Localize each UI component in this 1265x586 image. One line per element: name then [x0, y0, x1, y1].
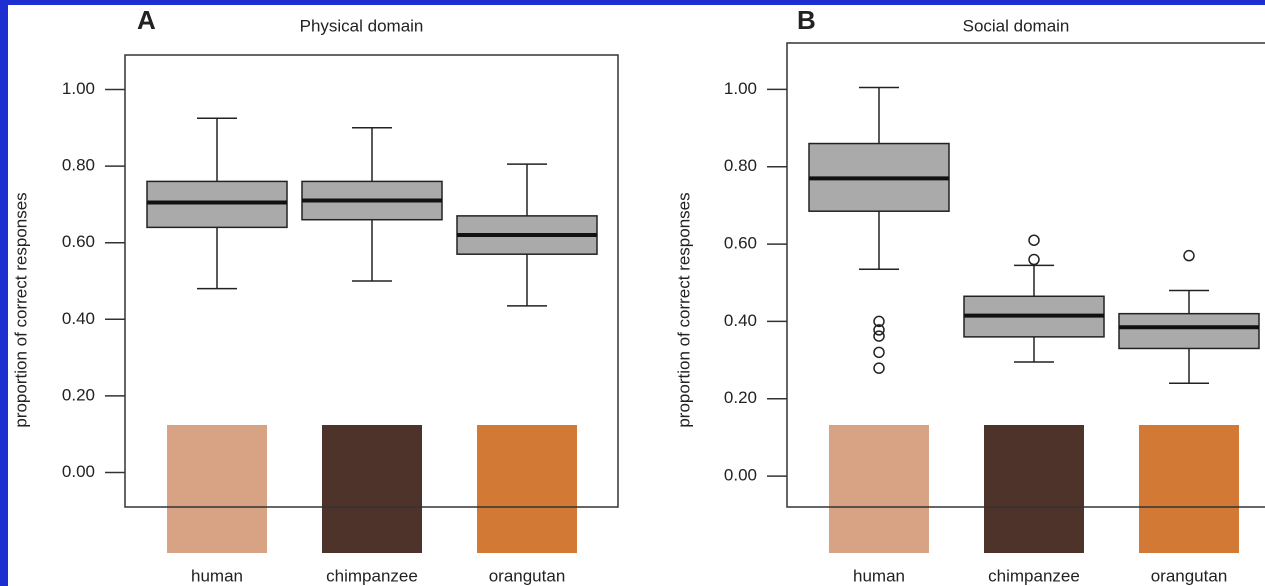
y-tick-label: 0.40: [724, 311, 757, 330]
outlier: [873, 346, 885, 359]
y-axis-label: proportion of correct responses: [11, 192, 30, 427]
outlier: [1183, 249, 1195, 262]
y-tick-label: 0.80: [62, 156, 95, 175]
panel-label: A: [137, 5, 156, 35]
x-tick-label: orangutan: [489, 566, 566, 585]
y-tick-label: 1.00: [62, 79, 95, 98]
plot-frame: [786, 42, 1265, 508]
outlier: [1028, 234, 1040, 246]
x-tick-label: human: [191, 566, 243, 585]
photo: [984, 425, 1084, 553]
y-axis-label: proportion of correct responses: [674, 192, 693, 427]
x-tick-label: human: [853, 566, 905, 585]
chart-title: Physical domain: [300, 16, 424, 35]
outlier: [873, 315, 885, 328]
plot-frame: [124, 54, 619, 508]
y-tick-label: 1.00: [724, 79, 757, 98]
y-tick-label: 0.00: [724, 466, 757, 485]
outlier: [873, 324, 885, 336]
photo: [322, 425, 422, 553]
box: [1118, 312, 1260, 350]
x-tick-label: chimpanzee: [326, 566, 418, 585]
panel-label: B: [797, 5, 816, 35]
y-tick-label: 0.20: [724, 388, 757, 407]
y-tick-label: 0.80: [724, 156, 757, 175]
outlier: [873, 330, 885, 342]
outlier: [1028, 253, 1040, 266]
x-tick-label: chimpanzee: [988, 566, 1080, 585]
photo: [167, 425, 267, 553]
y-tick-label: 0.20: [62, 385, 95, 404]
y-tick-label: 0.40: [62, 309, 95, 328]
y-tick-label: 0.60: [62, 232, 95, 251]
photo: [1139, 425, 1239, 553]
photo: [829, 425, 929, 553]
outlier: [873, 362, 885, 374]
y-tick-label: 0.00: [62, 462, 95, 481]
x-tick-label: orangutan: [1151, 566, 1228, 585]
y-tick-label: 0.60: [724, 234, 757, 253]
photo: [477, 425, 577, 553]
chart-title: Social domain: [963, 16, 1070, 35]
